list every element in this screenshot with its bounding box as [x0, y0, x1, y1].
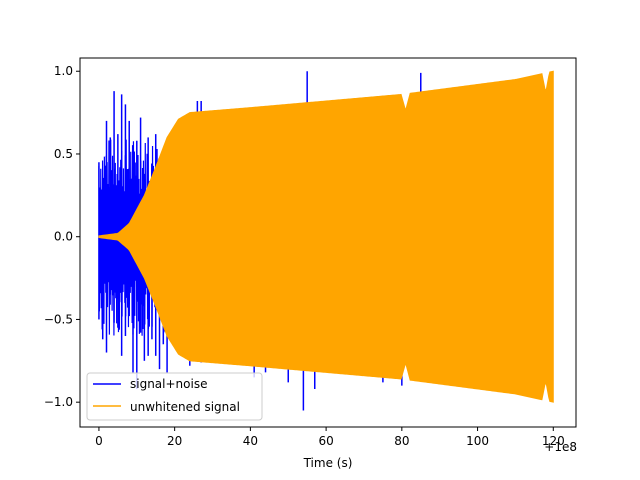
- x-axis-label: Time (s): [303, 456, 353, 470]
- x-tick-label: 100: [466, 434, 489, 448]
- y-tick-label: 1.0: [54, 64, 73, 78]
- legend-label-signal-noise: signal+noise: [130, 377, 207, 391]
- x-tick-label: 0: [95, 434, 103, 448]
- x-axis-offset-label: +1e8: [544, 440, 577, 454]
- x-tick-label: 20: [167, 434, 182, 448]
- series-layer: [98, 70, 554, 411]
- legend-box: [86, 372, 263, 421]
- y-tick-label: −1.0: [44, 395, 73, 409]
- legend: signal+noise unwhitened signal: [86, 372, 263, 421]
- x-axis: 0 20 40 60 80 100 120: [95, 427, 565, 448]
- y-axis: 1.0 0.5 0.0 −0.5 −1.0: [44, 64, 80, 409]
- series-unwhitened-signal-area: [98, 70, 554, 403]
- x-tick-label: 80: [394, 434, 409, 448]
- y-tick-label: 0.0: [54, 230, 73, 244]
- x-tick-label: 120: [542, 434, 565, 448]
- y-tick-label: −0.5: [44, 312, 73, 326]
- plot-area: [79, 57, 577, 428]
- axes-frame: [79, 57, 577, 428]
- y-tick-label: 0.5: [54, 147, 73, 161]
- x-tick-label: 40: [243, 434, 258, 448]
- legend-label-unwhitened-signal: unwhitened signal: [130, 400, 240, 414]
- x-tick-label: 60: [318, 434, 333, 448]
